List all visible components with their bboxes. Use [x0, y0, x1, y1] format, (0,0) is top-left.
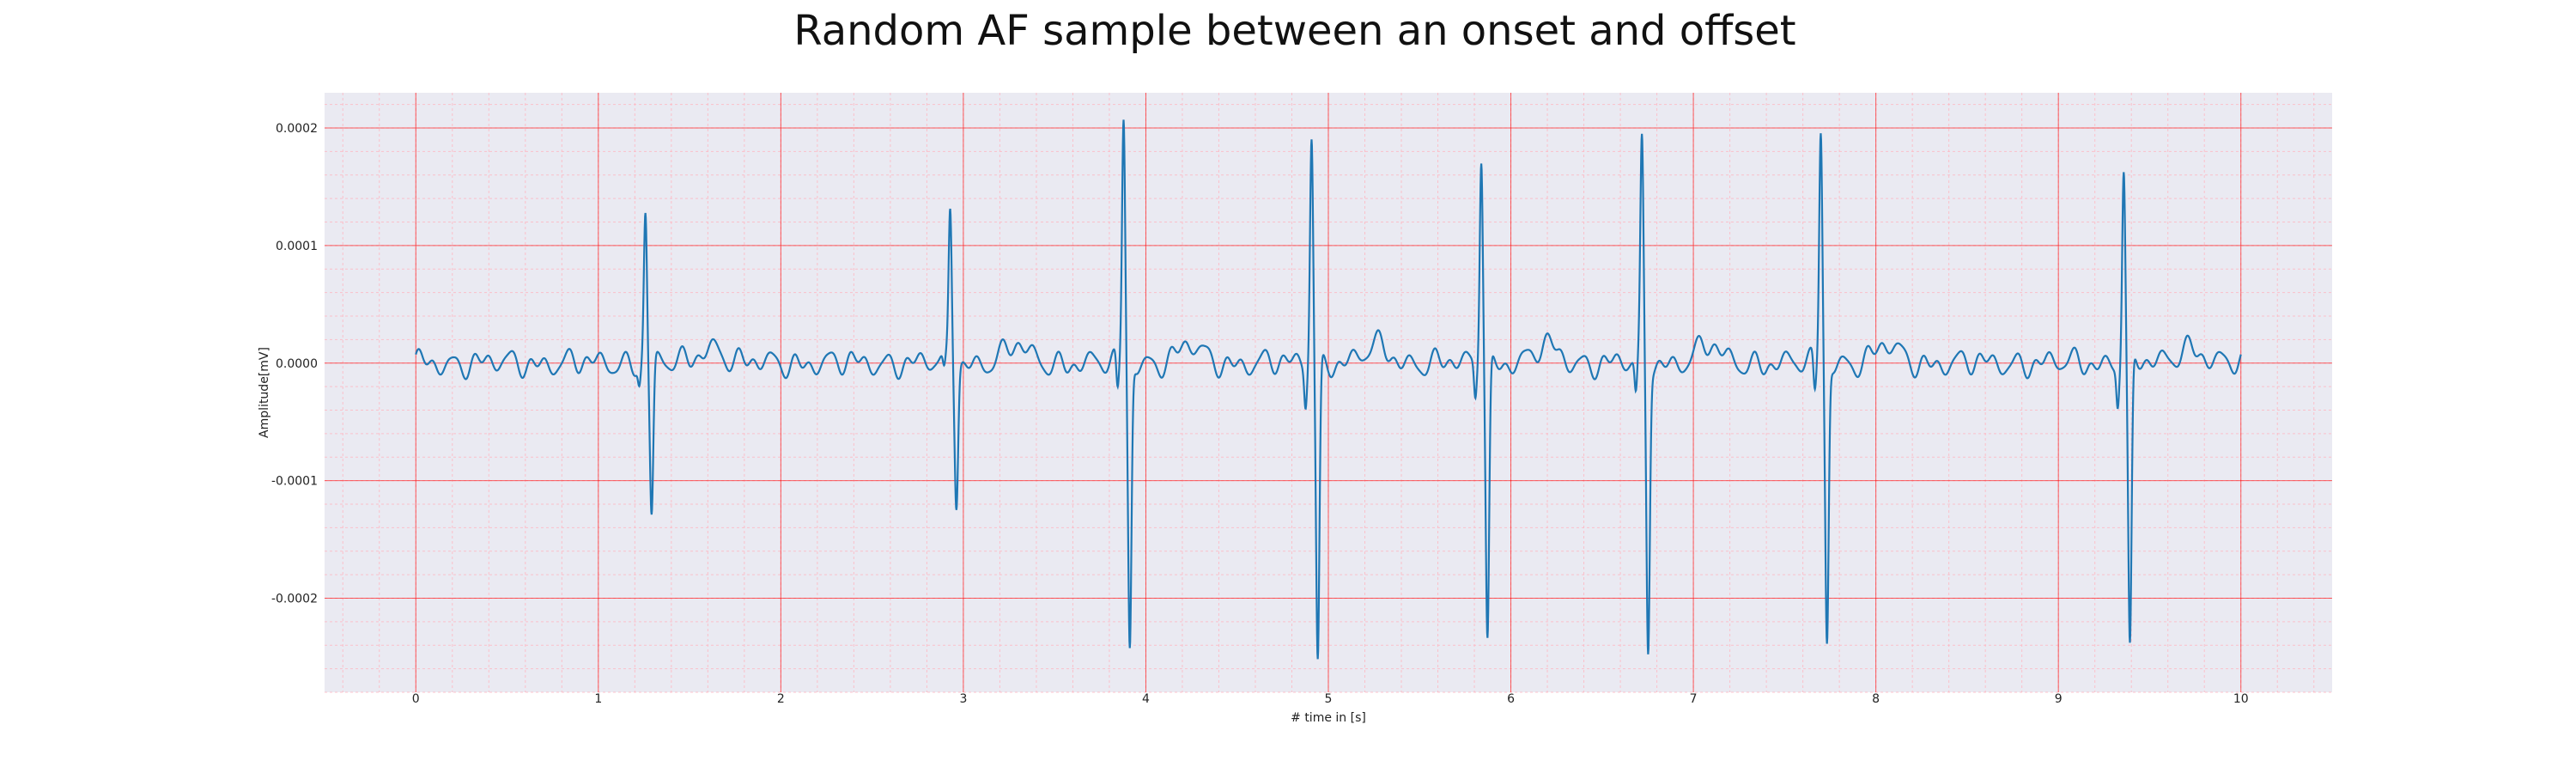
ecg-signal-line [415, 119, 2242, 660]
x-tick-label: 10 [2233, 692, 2249, 706]
y-tick-label: 0.0000 [276, 357, 318, 371]
y-axis-ticks: 0.0002 0.0001 0.0000 -0.0001 -0.0002 [271, 122, 318, 606]
y-axis-label: Amplitude[mV] [258, 347, 271, 438]
y-tick-label: -0.0002 [271, 593, 318, 606]
x-tick-label: 3 [959, 692, 967, 706]
y-tick-label: 0.0002 [276, 122, 318, 136]
x-tick-label: 2 [777, 692, 785, 706]
x-tick-label: 1 [594, 692, 602, 706]
x-tick-label: 5 [1325, 692, 1333, 706]
chart-title: Random AF sample between an onset and of… [793, 7, 1795, 55]
x-axis-label: # time in [s] [1291, 711, 1366, 725]
x-tick-label: 9 [2055, 692, 2063, 706]
x-tick-label: 7 [1690, 692, 1698, 706]
x-tick-label: 6 [1507, 692, 1515, 706]
y-tick-label: 0.0001 [276, 240, 318, 253]
x-tick-label: 4 [1142, 692, 1150, 706]
x-tick-label: 8 [1872, 692, 1880, 706]
x-tick-label: 0 [412, 692, 420, 706]
x-axis-ticks: 0 1 2 3 4 5 6 7 8 9 10 [412, 692, 2249, 706]
y-tick-label: -0.0001 [271, 475, 318, 489]
